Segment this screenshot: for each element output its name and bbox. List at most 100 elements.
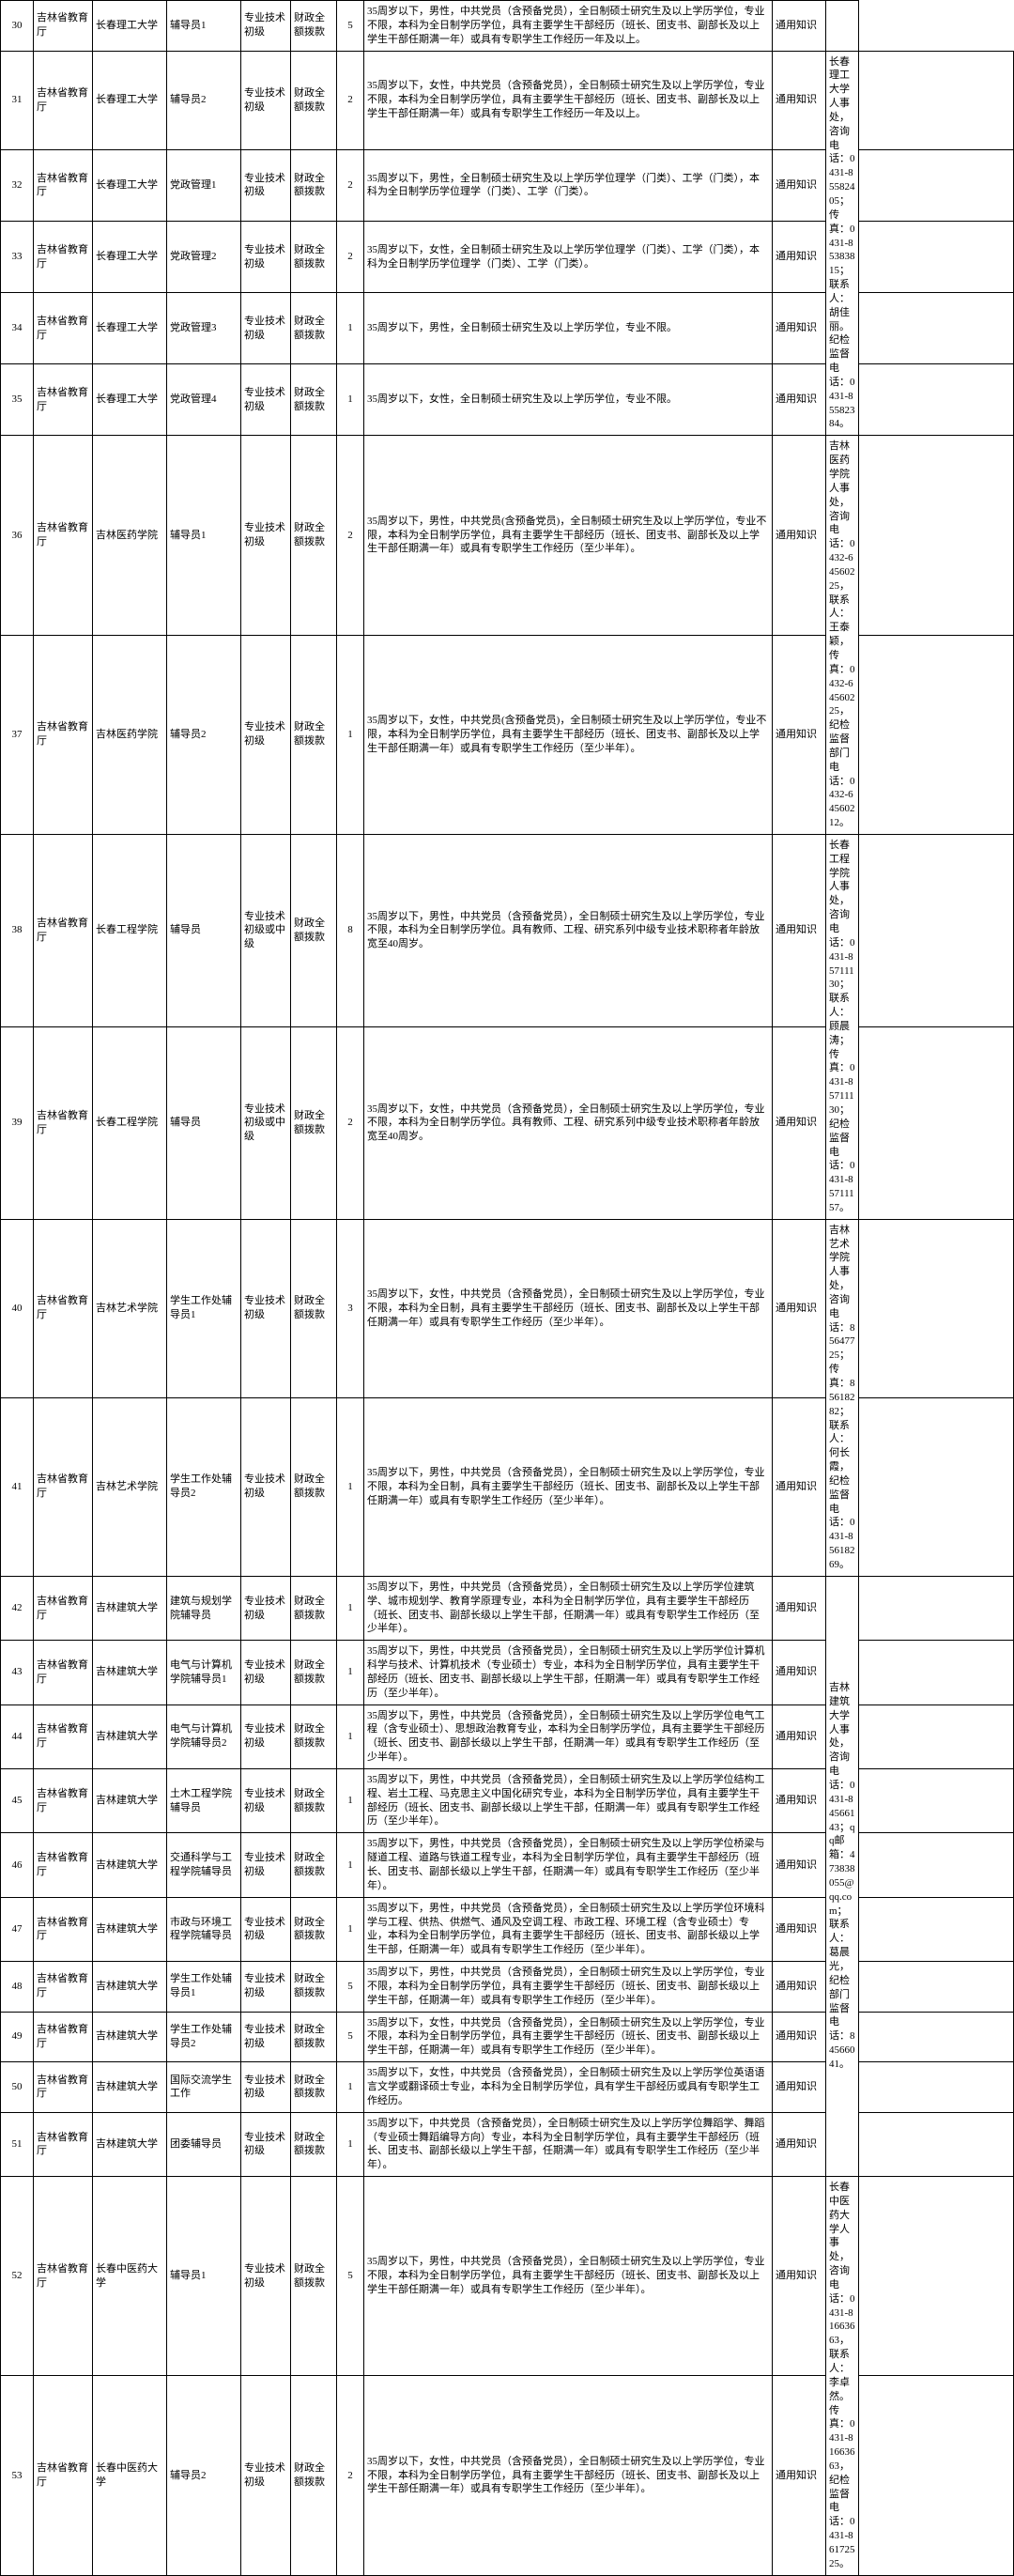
table-row: 52吉林省教育厅长春中医药大学辅导员1专业技术初级财政全额拨款535周岁以下，男…	[1, 2177, 1014, 2376]
cell-exam: 通用知识	[773, 1897, 826, 1961]
cell-exam: 通用知识	[773, 1768, 826, 1832]
cell-dept: 吉林省教育厅	[34, 1833, 93, 1897]
cell-pos: 学生工作处辅导员2	[167, 1397, 241, 1576]
cell-idx: 46	[1, 1833, 34, 1897]
cell-blank	[859, 1576, 1014, 1640]
cell-level: 专业技术初级	[241, 1576, 291, 1640]
cell-exam: 通用知识	[773, 1397, 826, 1576]
cell-req: 35周岁以下，男性，中共党员（含预备党员），全日制硕士研究生及以上学历学位，专业…	[364, 834, 773, 1026]
cell-num: 5	[337, 2012, 364, 2062]
cell-req: 35周岁以下，女性，全日制硕士研究生及以上学历学位，专业不限。	[364, 364, 773, 436]
cell-dept: 吉林省教育厅	[34, 51, 93, 149]
cell-pos: 辅导员2	[167, 51, 241, 149]
cell-dept: 吉林省教育厅	[34, 1962, 93, 2013]
cell-idx: 49	[1, 2012, 34, 2062]
cell-level: 专业技术初级	[241, 51, 291, 149]
cell-level: 专业技术初级或中级	[241, 1026, 291, 1219]
cell-unit: 长春理工大学	[93, 149, 167, 221]
cell-num: 8	[337, 834, 364, 1026]
cell-pos: 学生工作处辅导员1	[167, 1219, 241, 1397]
cell-unit: 吉林医药学院	[93, 436, 167, 635]
cell-pos: 辅导员2	[167, 2376, 241, 2575]
cell-blank	[859, 2062, 1014, 2113]
cell-exam: 通用知识	[773, 2177, 826, 2376]
cell-contact: 长春工程学院人事处，咨询电话：0431-85711130；联系人：顾晨涛；传真：…	[826, 834, 859, 1219]
cell-pos: 电气与计算机学院辅导员2	[167, 1704, 241, 1768]
cell-num: 1	[337, 1897, 364, 1961]
cell-num: 2	[337, 221, 364, 292]
table-row: 31吉林省教育厅长春理工大学辅导员2专业技术初级财政全额拨款235周岁以下，女性…	[1, 51, 1014, 149]
cell-req: 35周岁以下，中共党员（含预备党员），全日制硕士研究生及以上学历学位舞蹈学、舞蹈…	[364, 2112, 773, 2176]
cell-fund: 财政全额拨款	[291, 635, 337, 834]
table-row: 44吉林省教育厅吉林建筑大学电气与计算机学院辅导员2专业技术初级财政全额拨款13…	[1, 1704, 1014, 1768]
cell-num: 1	[337, 1576, 364, 1640]
cell-idx: 32	[1, 149, 34, 221]
cell-level: 专业技术初级	[241, 149, 291, 221]
table-row: 41吉林省教育厅吉林艺术学院学生工作处辅导员2专业技术初级财政全额拨款135周岁…	[1, 1397, 1014, 1576]
cell-blank	[859, 1833, 1014, 1897]
cell-blank	[859, 1219, 1014, 1397]
cell-unit: 吉林艺术学院	[93, 1219, 167, 1397]
cell-dept: 吉林省教育厅	[34, 2376, 93, 2575]
cell-dept: 吉林省教育厅	[34, 635, 93, 834]
cell-idx: 52	[1, 2177, 34, 2376]
cell-unit: 长春理工大学	[93, 293, 167, 364]
cell-blank	[859, 436, 1014, 635]
cell-req: 35周岁以下，男性，中共党员（含预备党员），全日制硕士研究生及以上学历学位，专业…	[364, 1962, 773, 2013]
cell-level: 专业技术初级	[241, 1704, 291, 1768]
cell-level: 专业技术初级	[241, 2177, 291, 2376]
cell-fund: 财政全额拨款	[291, 364, 337, 436]
cell-exam: 通用知识	[773, 2112, 826, 2176]
cell-fund: 财政全额拨款	[291, 1026, 337, 1219]
table-row: 39吉林省教育厅长春工程学院辅导员专业技术初级或中级财政全额拨款235周岁以下，…	[1, 1026, 1014, 1219]
cell-blank	[859, 1641, 1014, 1704]
cell-idx: 53	[1, 2376, 34, 2575]
cell-fund: 财政全额拨款	[291, 149, 337, 221]
cell-dept: 吉林省教育厅	[34, 1576, 93, 1640]
cell-pos: 辅导员	[167, 834, 241, 1026]
cell-blank	[859, 1768, 1014, 1832]
cell-exam: 通用知识	[773, 1576, 826, 1640]
cell-level: 专业技术初级	[241, 1641, 291, 1704]
cell-pos: 辅导员	[167, 1026, 241, 1219]
cell-dept: 吉林省教育厅	[34, 1219, 93, 1397]
cell-idx: 51	[1, 2112, 34, 2176]
cell-idx: 45	[1, 1768, 34, 1832]
cell-fund: 财政全额拨款	[291, 1397, 337, 1576]
cell-pos: 团委辅导员	[167, 2112, 241, 2176]
cell-fund: 财政全额拨款	[291, 834, 337, 1026]
cell-blank	[859, 293, 1014, 364]
table-row: 32吉林省教育厅长春理工大学党政管理1专业技术初级财政全额拨款235周岁以下，男…	[1, 149, 1014, 221]
cell-exam: 通用知识	[773, 1, 826, 52]
table-row: 34吉林省教育厅长春理工大学党政管理3专业技术初级财政全额拨款135周岁以下，男…	[1, 293, 1014, 364]
cell-blank	[859, 2177, 1014, 2376]
cell-blank	[859, 1962, 1014, 2013]
cell-unit: 长春工程学院	[93, 1026, 167, 1219]
cell-fund: 财政全额拨款	[291, 2112, 337, 2176]
cell-level: 专业技术初级	[241, 1897, 291, 1961]
cell-contact: 长春中医药大学人事处，咨询电话：0431-81663663，联系人：李卓然。传真…	[826, 2177, 859, 2576]
cell-level: 专业技术初级或中级	[241, 834, 291, 1026]
cell-idx: 50	[1, 2062, 34, 2113]
cell-level: 专业技术初级	[241, 2112, 291, 2176]
cell-blank	[859, 1897, 1014, 1961]
cell-idx: 34	[1, 293, 34, 364]
table-body: 30吉林省教育厅长春理工大学辅导员1专业技术初级财政全额拨款535周岁以下，男性…	[1, 1, 1014, 2576]
cell-idx: 31	[1, 51, 34, 149]
cell-req: 35周岁以下，男性，中共党员(含预备党员)，全日制硕士研究生及以上学历学位，专业…	[364, 436, 773, 635]
cell-req: 35周岁以下，女性，中共党员（含预备党员），全日制硕士研究生及以上学历学位，专业…	[364, 2012, 773, 2062]
cell-pos: 市政与环境工程学院辅导员	[167, 1897, 241, 1961]
cell-idx: 35	[1, 364, 34, 436]
cell-exam: 通用知识	[773, 1026, 826, 1219]
cell-exam: 通用知识	[773, 1962, 826, 2013]
table-row: 50吉林省教育厅吉林建筑大学国际交流学生工作专业技术初级财政全额拨款135周岁以…	[1, 2062, 1014, 2113]
cell-idx: 44	[1, 1704, 34, 1768]
cell-unit: 吉林建筑大学	[93, 1576, 167, 1640]
cell-num: 1	[337, 1397, 364, 1576]
cell-dept: 吉林省教育厅	[34, 1397, 93, 1576]
cell-unit: 吉林建筑大学	[93, 1641, 167, 1704]
cell-fund: 财政全额拨款	[291, 221, 337, 292]
table-row: 46吉林省教育厅吉林建筑大学交通科学与工程学院辅导员专业技术初级财政全额拨款13…	[1, 1833, 1014, 1897]
cell-unit: 吉林建筑大学	[93, 1768, 167, 1832]
cell-contact: 吉林艺术学院人事处，咨询电话：85647725；传真：85618282；联系人：…	[826, 1219, 859, 1576]
